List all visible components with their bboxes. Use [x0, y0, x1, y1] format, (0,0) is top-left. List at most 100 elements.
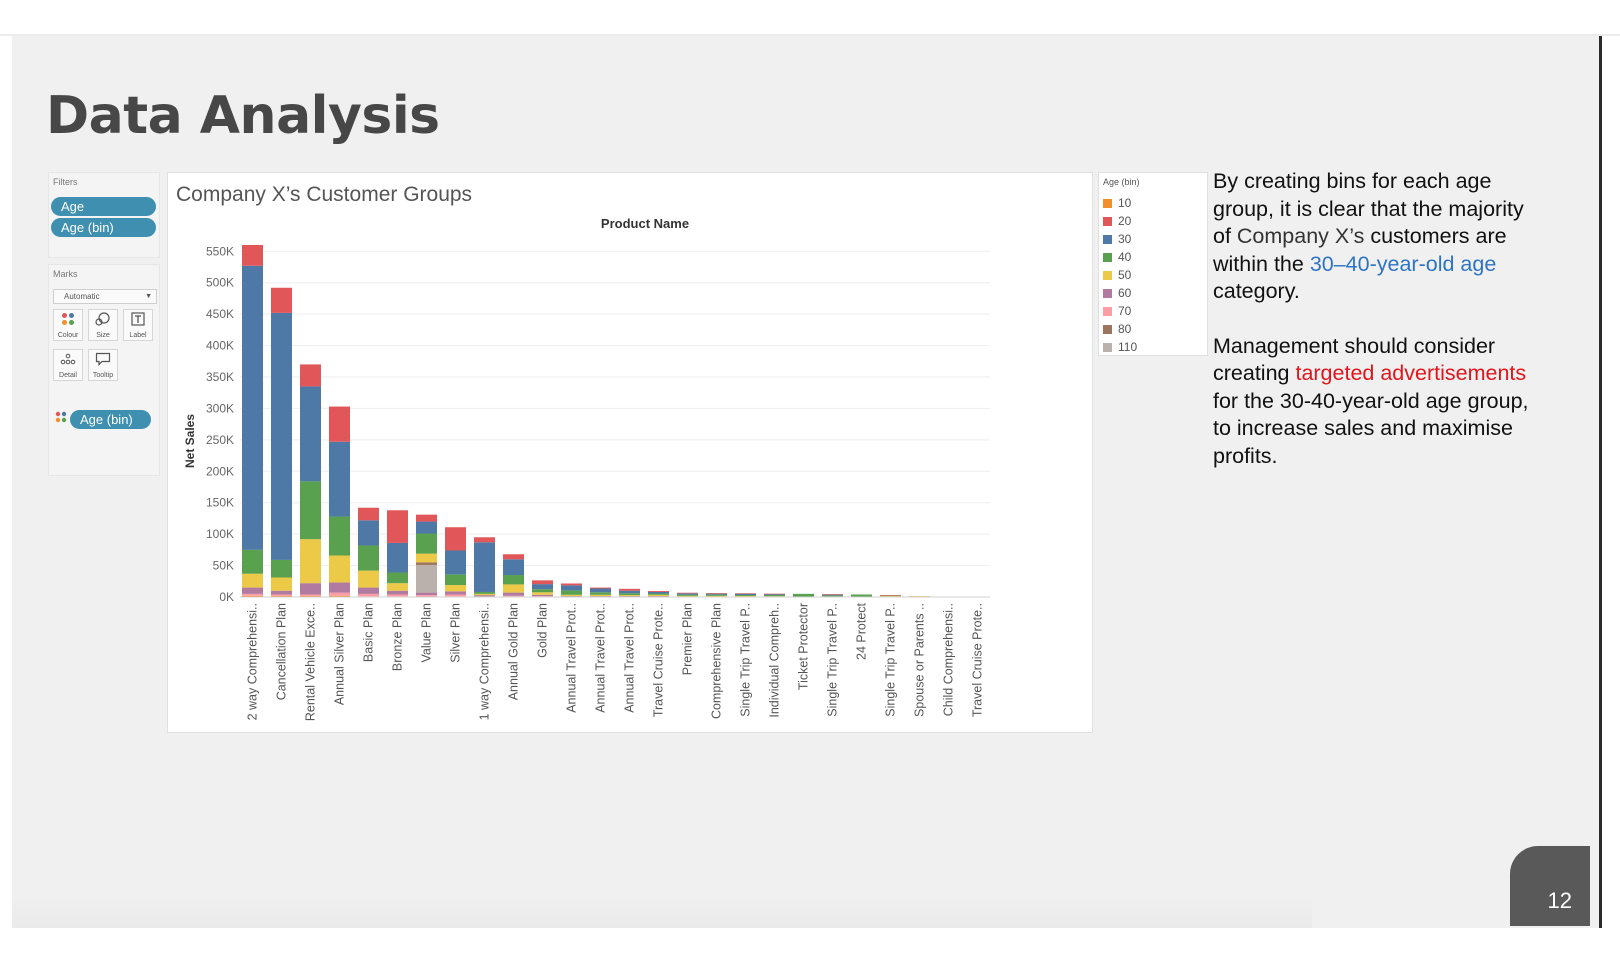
detail-button[interactable]: Detail: [53, 349, 83, 381]
bar-segment: [271, 590, 292, 595]
x-tick-label: Silver Plan: [449, 603, 463, 663]
text-run: for the 30-40-year-old age group, to inc…: [1213, 388, 1529, 468]
bar-segment: [648, 591, 669, 594]
bar-segment: [677, 592, 698, 594]
bar-segment: [416, 562, 437, 565]
bar-segment: [242, 265, 263, 550]
bar-segment: [532, 594, 553, 597]
tooltip-label: Tooltip: [92, 372, 114, 379]
legend-swatch: [1103, 343, 1112, 352]
bar-segment: [300, 364, 321, 387]
bar-segment: [474, 595, 495, 597]
bar-segment: [387, 590, 408, 595]
bar-segment: [561, 590, 582, 595]
legend-swatch: [1103, 199, 1112, 208]
x-tick-label: Annual Travel Prot..: [565, 603, 579, 713]
bar-segment: [329, 516, 350, 556]
x-tick-label: Travel Cruise Prote..: [652, 603, 666, 717]
bar-segment: [822, 595, 843, 597]
size-label: Size: [96, 332, 110, 339]
label-button[interactable]: Label: [123, 309, 153, 341]
bar-segment: [503, 575, 524, 585]
legend-item-70[interactable]: 70: [1103, 303, 1131, 319]
bar-segment: [358, 587, 379, 594]
legend-item-110[interactable]: 110: [1103, 339, 1137, 355]
colour-dots-icon: [54, 312, 82, 331]
bar-segment: [358, 593, 379, 597]
slide: Data Analysis Filters Age Age (bin) Mark…: [12, 36, 1599, 928]
legend-item-40[interactable]: 40: [1103, 249, 1131, 265]
x-tick-label: Single Trip Travel P..: [739, 603, 753, 717]
chart-title: Company X’s Customer Groups: [176, 183, 473, 206]
y-tick-label: 550K: [206, 244, 234, 258]
bar-segment: [329, 441, 350, 517]
bar-segment: [764, 593, 785, 595]
highlight-age-range: 30–40-year-old age: [1309, 251, 1497, 276]
colour-pill-age-bin[interactable]: Age (bin): [70, 410, 151, 429]
legend-item-80[interactable]: 80: [1103, 321, 1131, 337]
legend-item-30[interactable]: 30: [1103, 231, 1131, 247]
page-number: 12: [1547, 888, 1572, 913]
filter-pill-age-bin[interactable]: Age (bin): [51, 218, 156, 237]
y-tick-label: 150K: [206, 496, 234, 510]
bar-segment: [329, 406, 350, 442]
x-tick-label: Single Trip Travel P..: [826, 603, 840, 717]
paragraph-findings: By creating bins for each age group, it …: [1213, 168, 1533, 306]
slide-title: Data Analysis: [46, 86, 440, 146]
bar-segment: [503, 559, 524, 575]
column-header: Product Name: [601, 216, 689, 231]
bar-segment: [648, 593, 669, 595]
bar-segment: [387, 572, 408, 584]
colour-label: Colour: [57, 332, 79, 339]
bar-segment: [445, 527, 466, 551]
legend-label: 30: [1118, 232, 1132, 246]
colour-button[interactable]: Colour: [53, 309, 83, 341]
legend-item-20[interactable]: 20: [1103, 213, 1131, 229]
size-button[interactable]: Size: [88, 309, 118, 341]
x-tick-label: Ticket Protector: [797, 603, 811, 690]
x-tick-label: 1 way Comprehensi..: [478, 603, 492, 720]
bar-segment: [358, 570, 379, 588]
bar-segment: [329, 555, 350, 583]
bar-segment: [416, 595, 437, 597]
y-tick-label: 450K: [206, 307, 234, 321]
bar-segment: [590, 588, 611, 593]
chart-panel: Product Name 0K 50K 100K 150K 200K 250K 300K 350…: [167, 172, 1093, 733]
bar-segment: [619, 593, 640, 596]
bar-segment: [300, 595, 321, 597]
bar-segment: [242, 593, 263, 596]
bar-segment: [648, 594, 669, 597]
bar-segment: [735, 593, 756, 595]
bar-segment: [880, 595, 901, 597]
bar-segment: [880, 595, 901, 596]
bar-segment: [271, 287, 292, 313]
tooltip-button[interactable]: Tooltip: [88, 349, 118, 381]
legend-label: 20: [1118, 214, 1132, 228]
detail-label: Detail: [59, 372, 77, 379]
label-label: Label: [129, 332, 147, 339]
legend-item-50[interactable]: 50: [1103, 267, 1131, 283]
filters-pane: Filters Age Age (bin): [48, 172, 160, 258]
legend-item-10[interactable]: 10: [1103, 195, 1131, 211]
bar-segment: [735, 595, 756, 597]
bar-segment: [619, 596, 640, 597]
bar-segment: [735, 593, 756, 594]
x-tick-label: Gold Plan: [536, 603, 550, 658]
x-tick-label: Basic Plan: [362, 603, 376, 662]
legend-item-60[interactable]: 60: [1103, 285, 1131, 301]
bar-segment: [387, 583, 408, 591]
x-tick-label: Comprehensive Plan: [710, 603, 724, 719]
mark-type-dropdown[interactable]: Automatic ▼: [53, 289, 157, 304]
bar-segment: [474, 537, 495, 543]
legend-label: 110: [1118, 340, 1138, 354]
filters-title: Filters: [53, 177, 78, 187]
bar-segment: [416, 521, 437, 534]
bar-segment: [735, 594, 756, 596]
bar-segment: [822, 594, 843, 595]
text-run: By creating bins for each age group, it …: [1213, 169, 1524, 248]
highlight-targeted-ads: targeted advertisements: [1295, 361, 1527, 385]
bar-segment: [358, 520, 379, 546]
page-number-badge: 12: [1510, 846, 1590, 926]
bar-segment: [271, 312, 292, 560]
filter-pill-age[interactable]: Age: [51, 197, 156, 216]
